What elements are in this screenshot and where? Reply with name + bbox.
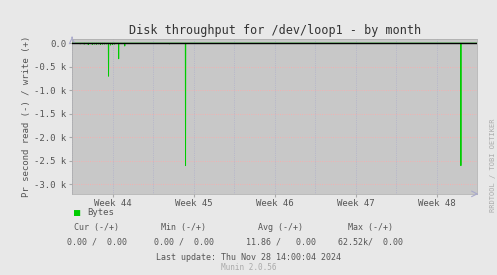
Text: Cur (-/+): Cur (-/+) bbox=[75, 223, 119, 232]
Title: Disk throughput for /dev/loop1 - by month: Disk throughput for /dev/loop1 - by mont… bbox=[129, 24, 420, 37]
Text: Avg (-/+): Avg (-/+) bbox=[258, 223, 303, 232]
Text: Bytes: Bytes bbox=[87, 208, 114, 217]
Text: ■: ■ bbox=[74, 208, 80, 218]
Text: 0.00 /  0.00: 0.00 / 0.00 bbox=[67, 238, 127, 247]
Text: 62.52k/  0.00: 62.52k/ 0.00 bbox=[338, 238, 403, 247]
Y-axis label: Pr second read (-) / write (+): Pr second read (-) / write (+) bbox=[22, 35, 31, 197]
Text: RRDTOOL / TOBI OETIKER: RRDTOOL / TOBI OETIKER bbox=[490, 118, 496, 212]
Text: Min (-/+): Min (-/+) bbox=[162, 223, 206, 232]
Text: 0.00 /  0.00: 0.00 / 0.00 bbox=[154, 238, 214, 247]
Text: Last update: Thu Nov 28 14:00:04 2024: Last update: Thu Nov 28 14:00:04 2024 bbox=[156, 253, 341, 262]
Text: 11.86 /   0.00: 11.86 / 0.00 bbox=[246, 238, 316, 247]
Text: Munin 2.0.56: Munin 2.0.56 bbox=[221, 263, 276, 272]
Text: Max (-/+): Max (-/+) bbox=[348, 223, 393, 232]
